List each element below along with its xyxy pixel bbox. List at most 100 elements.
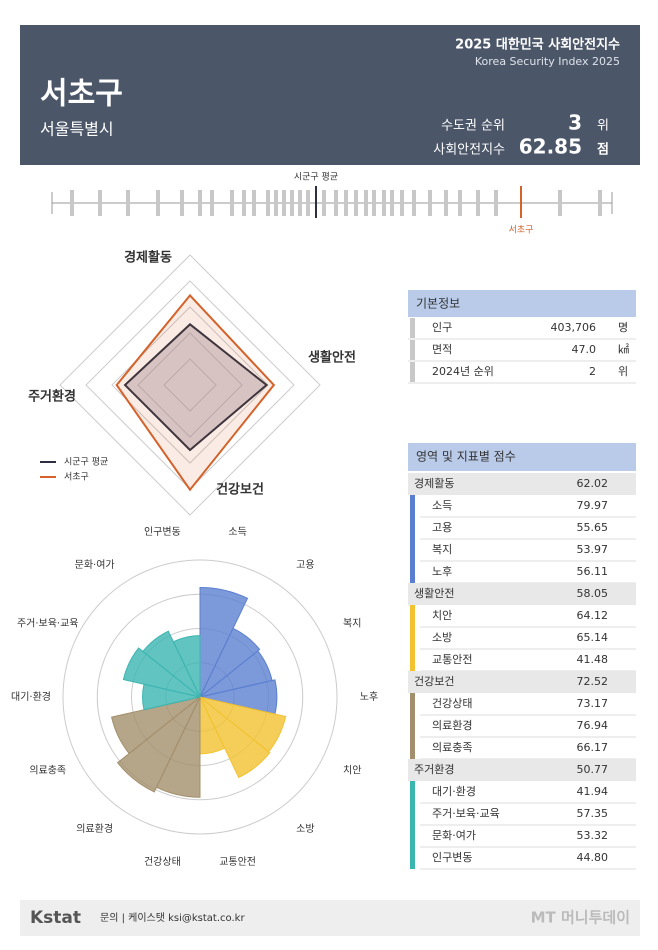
item-bar <box>410 649 415 671</box>
item-score: 73.17 <box>577 697 609 710</box>
item-score: 64.12 <box>577 609 609 622</box>
item-score: 44.80 <box>577 851 609 864</box>
item-name: 노후 <box>432 565 452 578</box>
score-label: 사회안전지수 <box>433 143 505 158</box>
row-bar <box>410 318 415 338</box>
footer-watermark: MT 머니투데이 <box>531 909 630 927</box>
group-row <box>408 759 636 781</box>
legend-label: 시군구 평균 <box>64 457 108 468</box>
item-name: 문화·여가 <box>432 829 476 842</box>
item-name: 고용 <box>432 521 452 534</box>
polar-bar <box>172 635 201 698</box>
radar-axis-label: 경제활동 <box>124 250 172 266</box>
polar-label: 의료충족 <box>29 764 66 776</box>
item-name: 건강상태 <box>432 697 472 710</box>
group-row <box>408 583 636 605</box>
scores-title: 영역 및 지표별 점수 <box>416 450 516 464</box>
item-name: 치안 <box>432 609 452 622</box>
radar-grid <box>59 254 321 516</box>
polar-label: 문화·여가 <box>75 559 115 571</box>
item-name: 주거·보육·교육 <box>432 807 500 820</box>
basic-info-header <box>408 290 636 317</box>
item-bar <box>410 825 415 847</box>
item-score: 65.14 <box>577 631 609 644</box>
polar-bar <box>199 627 261 698</box>
item-name: 소득 <box>432 499 452 512</box>
item-name: 소방 <box>432 631 452 644</box>
radar-area <box>123 323 269 452</box>
polar-label: 소방 <box>296 823 314 835</box>
polar-bar <box>111 696 201 755</box>
polar-label: 복지 <box>343 618 361 630</box>
radar-area <box>115 293 276 492</box>
city-name: 서울특별시 <box>40 120 114 139</box>
item-bar <box>410 561 415 583</box>
item-bar <box>410 737 415 759</box>
info-label: 2024년 순위 <box>432 365 494 378</box>
radar-axis-label: 생활안전 <box>308 350 356 366</box>
polar-label: 의료환경 <box>76 822 113 835</box>
info-unit: ㎢ <box>618 343 629 356</box>
polar-label: 고용 <box>296 559 314 571</box>
radar-axis-label: 건강보건 <box>216 482 264 498</box>
polar-label: 주거·보육·교육 <box>17 618 79 630</box>
info-value: 403,706 <box>551 321 597 334</box>
polar-bar <box>122 647 201 698</box>
polar-label: 대기·환경 <box>11 690 51 703</box>
group-name: 생활안전 <box>414 586 454 600</box>
item-bar <box>410 715 415 737</box>
footer-bar <box>20 900 640 936</box>
row-bar <box>410 362 415 382</box>
item-bar <box>410 781 415 803</box>
group-score: 62.02 <box>577 477 609 490</box>
info-value: 47.0 <box>572 343 597 356</box>
item-score: 56.11 <box>577 565 609 578</box>
rank-unit: 위 <box>597 119 609 134</box>
item-bar <box>410 803 415 825</box>
basic-info-title: 기본정보 <box>416 297 460 311</box>
polar-label: 소득 <box>228 526 246 538</box>
group-name: 경제활동 <box>414 476 454 490</box>
district-name: 서초구 <box>40 77 123 112</box>
polar-bar <box>199 696 271 779</box>
item-bar <box>410 693 415 715</box>
item-name: 대기·환경 <box>432 785 476 798</box>
group-row <box>408 671 636 693</box>
item-score: 41.48 <box>577 653 609 666</box>
info-value: 2 <box>589 365 596 378</box>
item-name: 교통안전 <box>432 653 472 666</box>
info-label: 면적 <box>432 343 452 356</box>
info-unit: 위 <box>618 365 628 378</box>
item-name: 복지 <box>432 543 452 556</box>
item-score: 57.35 <box>577 807 609 820</box>
polar-bar <box>142 630 201 698</box>
item-bar <box>410 627 415 649</box>
legend-label: 서초구 <box>64 472 89 483</box>
item-name: 의료환경 <box>432 719 472 732</box>
polar-label: 치안 <box>343 764 361 776</box>
polar-bar <box>199 586 249 698</box>
item-bar <box>410 605 415 627</box>
row-bar <box>410 340 415 360</box>
item-name: 의료충족 <box>432 741 472 754</box>
polar-label: 교통안전 <box>219 856 256 868</box>
group-score: 58.05 <box>577 587 609 600</box>
rank-label: 수도권 순위 <box>441 119 505 134</box>
polar-label: 인구변동 <box>144 526 181 538</box>
header-title: 2025 대한민국 사회안전지수 <box>455 37 620 53</box>
radar-axis-label: 주거환경 <box>28 389 76 405</box>
item-score: 53.97 <box>577 543 609 556</box>
info-label: 인구 <box>432 321 452 334</box>
item-score: 66.17 <box>577 741 609 754</box>
score-value: 62.85 <box>519 135 582 159</box>
polar-label: 건강상태 <box>144 856 181 868</box>
district-label: 서초구 <box>509 225 534 236</box>
polar-bar <box>116 696 201 793</box>
polar-grid <box>62 559 338 835</box>
polar-label: 노후 <box>360 691 378 703</box>
item-score: 41.94 <box>577 785 609 798</box>
rank-value: 3 <box>568 111 582 135</box>
footer-contact: 문의 | 케이스탯 ksi@kstat.co.kr <box>100 912 245 924</box>
group-score: 72.52 <box>577 675 609 688</box>
